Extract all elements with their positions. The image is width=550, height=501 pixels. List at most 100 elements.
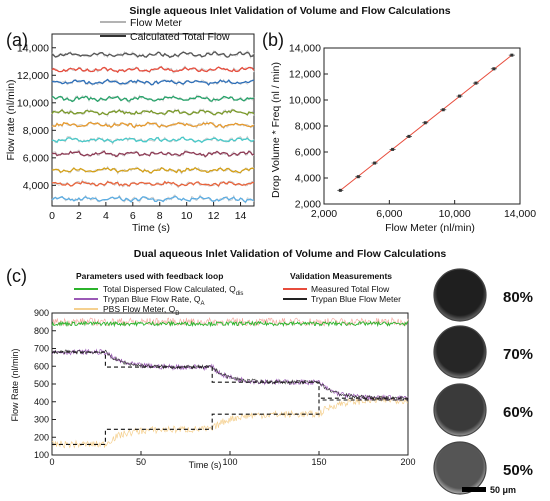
legend-pbs: PBS Flow Meter, QB — [103, 304, 179, 317]
panel-a-calculated-line — [51, 180, 255, 187]
panel-b-axes: 2,000 6,000 10,000 14,000 2,000 4,000 6,000 8,0… — [289, 43, 536, 221]
panel-a-xtick-label: 12 — [208, 210, 220, 222]
panel-a-calculated-line — [51, 78, 255, 86]
panel-a-calculated-line — [51, 121, 255, 129]
panel-b-xtick-label: 2,000 — [311, 208, 337, 220]
panel-a-axes: 0 2 4 6 8 10 12 14 4,000 6,000 8,000 10,000 12,000 14… — [17, 42, 247, 222]
panel-c-trypan-rate-line — [51, 348, 409, 402]
panel-b-point — [373, 161, 377, 165]
droplet-image — [433, 383, 487, 437]
panel-a-flow-meter-line — [51, 78, 255, 87]
panel-c-ytick-label: 700 — [34, 344, 49, 354]
panel-b-ytick-label: 2,000 — [295, 199, 321, 211]
panel-a-ytick-label: 8,000 — [23, 125, 49, 137]
panel-b-ytick-label: 8,000 — [295, 121, 321, 133]
panel-a-xtick-label: 14 — [235, 210, 247, 222]
panel-a-ytick-label: 12,000 — [17, 70, 49, 82]
legend-group-left: Parameters used with feedback loop — [76, 271, 223, 281]
panel-b-point — [441, 108, 445, 112]
panel-c-xtick-label: 100 — [222, 457, 237, 467]
bottom-header: Dual aqueous Inlet Validation of Volume … — [134, 248, 447, 260]
panel-a-series — [51, 50, 255, 204]
panel-b-ytick-label: 14,000 — [289, 43, 321, 55]
panel-b-point — [492, 67, 496, 71]
panel-c-ytick-label: 100 — [34, 450, 49, 460]
panel-label-a: (a) — [6, 30, 28, 50]
panel-b-ylabel: Drop Volume * Freq (nl / min) — [270, 62, 282, 198]
panel-c-ytick-label: 500 — [34, 379, 49, 389]
panel-b-chart: 2,000 6,000 10,000 14,000 2,000 4,000 6,000 8,0… — [270, 43, 536, 235]
panel-a-ytick-label: 14,000 — [17, 42, 49, 54]
panel-a-calculated-line — [51, 136, 255, 144]
panel-c-total-dispersed-line — [51, 320, 409, 328]
panel-b-xlabel: Flow Meter (nl/min) — [385, 222, 475, 234]
panel-b-point — [356, 175, 360, 179]
panel-a-calculated-line — [51, 109, 255, 116]
panel-a-flow-meter-line — [51, 194, 255, 204]
panel-c-ytick-label: 800 — [34, 326, 49, 336]
legend-calculated: Calculated Total Flow — [130, 31, 230, 43]
panel-a-calculated-line — [51, 167, 255, 174]
panel-a-frame — [51, 33, 255, 207]
panel-a-ylabel: Flow rate (nl/min) — [5, 79, 17, 160]
panel-c-xtick-label: 150 — [311, 457, 326, 467]
panel-c-series — [51, 316, 409, 449]
panel-b-point — [474, 81, 478, 85]
panel-label-c: (c) — [6, 266, 27, 286]
panel-c-ytick-label: 600 — [34, 361, 49, 371]
panel-b-point — [407, 134, 411, 138]
panel-a-calculated-line — [51, 66, 255, 74]
droplet-label: 70% — [503, 346, 533, 363]
panel-label-b: (b) — [262, 30, 284, 50]
panel-a-xtick-label: 6 — [130, 210, 136, 222]
panel-a-xtick-label: 8 — [157, 210, 163, 222]
panel-c-ytick-label: 900 — [34, 308, 49, 318]
panel-c-ytick-label: 200 — [34, 432, 49, 442]
panel-c-pbs-setpoint — [52, 399, 408, 445]
panel-a-xtick-label: 4 — [103, 210, 109, 222]
legend-flow-meter: Flow Meter — [130, 17, 182, 29]
droplet-label: 80% — [503, 289, 533, 306]
panel-c-ytick-label: 400 — [34, 397, 49, 407]
scale-bar — [462, 487, 486, 492]
droplet-label: 60% — [503, 404, 533, 421]
panel-c-ylabel: Flow Rate (nl/min) — [10, 348, 20, 421]
scale-bar-label: 50 μm — [490, 485, 516, 495]
panel-b-point — [510, 53, 514, 57]
legend-trypan-meter: Trypan Blue Flow Meter — [311, 294, 401, 304]
panel-a-ytick-label: 4,000 — [23, 180, 49, 192]
panel-a-calculated-line — [51, 150, 255, 158]
panel-b-xtick-label: 6,000 — [376, 208, 402, 220]
panel-b-point — [458, 94, 462, 98]
legend-total-dispersed: Total Dispersed Flow Calculated, Qdis — [103, 284, 243, 297]
panel-b-point — [423, 121, 427, 125]
panel-a-calculated-line — [51, 95, 255, 103]
droplet-image — [433, 325, 487, 379]
panel-b-point — [391, 147, 395, 151]
panel-b-ytick-label: 4,000 — [295, 173, 321, 185]
panel-b-ytick-label: 12,000 — [289, 69, 321, 81]
panel-c-trypan-meter-line — [51, 349, 409, 401]
panel-a-calculated-line — [51, 195, 255, 203]
panel-c-ytick-label: 300 — [34, 415, 49, 425]
legend-group-right: Validation Measurements — [290, 271, 392, 281]
panel-c-xtick-label: 200 — [400, 457, 415, 467]
panel-a-xtick-label: 10 — [181, 210, 193, 222]
panel-a-xtick-label: 0 — [49, 210, 55, 222]
legend-trypan-rate: Trypan Blue Flow Rate, QA — [103, 294, 205, 307]
panel-a-ytick-label: 10,000 — [17, 97, 49, 109]
droplet-image — [433, 268, 487, 322]
panel-c-pbs-line — [51, 395, 409, 449]
panel-b-ytick-label: 6,000 — [295, 147, 321, 159]
panel-a-ytick-label: 6,000 — [23, 152, 49, 164]
panel-b-ytick-label: 10,000 — [289, 95, 321, 107]
top-header: Single aqueous Inlet Validation of Volum… — [129, 5, 450, 17]
panel-b-points — [337, 53, 515, 192]
legend-measured-total: Measured Total Flow — [311, 284, 390, 294]
panel-a-flow-meter-line — [51, 149, 255, 159]
droplet-label: 50% — [503, 462, 533, 479]
panel-a-calculated-line — [51, 51, 255, 59]
droplet-images: 80% 70% 60% 50% — [433, 268, 533, 495]
panel-c-axes: 0 50 100 150 200 100 200 300 400 500 600 700 800 900 — [34, 308, 416, 467]
